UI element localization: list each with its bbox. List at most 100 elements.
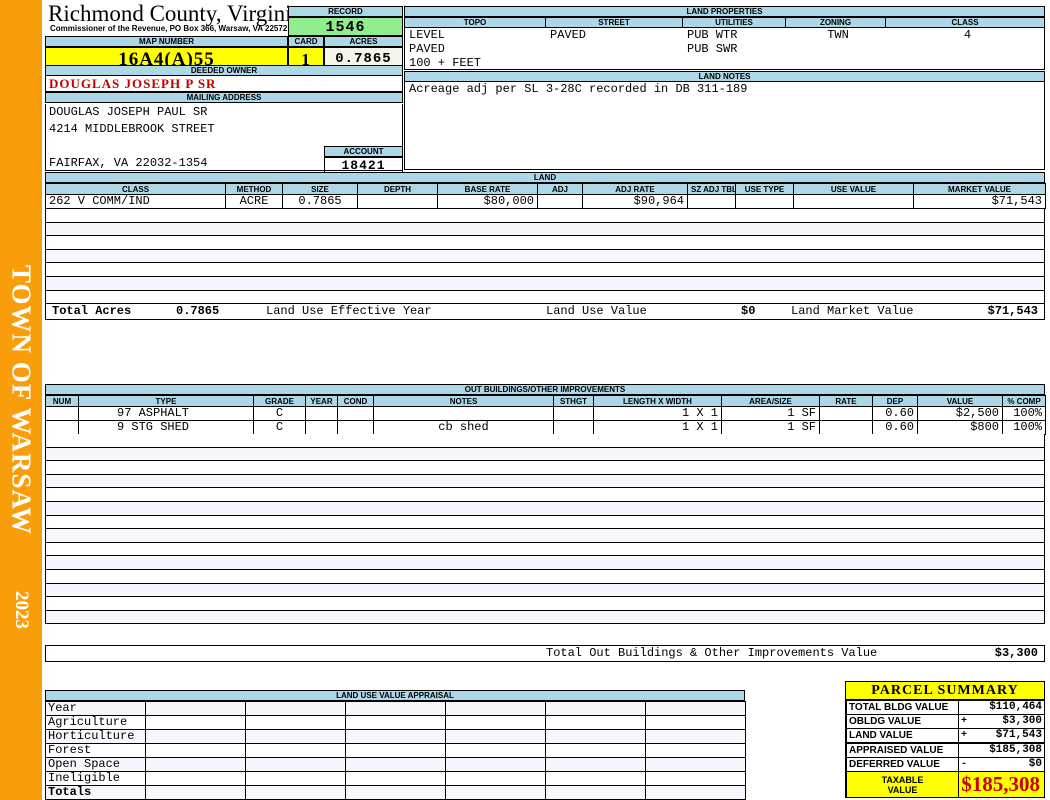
ob-cell-sthgt bbox=[553, 420, 594, 435]
land-table-header-row: CLASS METHOD SIZE DEPTH BASE RATE ADJ AD… bbox=[45, 183, 1046, 195]
lu-cell[interactable] bbox=[645, 701, 746, 716]
outbuildings-section-title: OUT BUILDINGS/OTHER IMPROVEMENTS bbox=[45, 384, 1045, 395]
card-label: CARD bbox=[288, 36, 324, 47]
ob-col-pct-comp: % COMP bbox=[1002, 395, 1046, 407]
lu-cell[interactable] bbox=[145, 757, 246, 772]
ob-cell-area-size: 1 SF bbox=[721, 406, 820, 421]
land-cell-base-rate: $80,000 bbox=[437, 194, 538, 209]
lu-cell[interactable] bbox=[345, 701, 446, 716]
lu-cell[interactable] bbox=[145, 729, 246, 744]
lu-cell[interactable] bbox=[645, 771, 746, 786]
ob-cell-year bbox=[305, 420, 338, 435]
acres-value: 0.7865 bbox=[324, 47, 403, 70]
land-properties-col-class: CLASS bbox=[885, 17, 1045, 28]
lu-cell[interactable] bbox=[545, 701, 646, 716]
lu-cell[interactable] bbox=[145, 701, 246, 716]
parcel-summary-title: PARCEL SUMMARY bbox=[846, 682, 1044, 700]
land-cell-adj bbox=[537, 194, 583, 209]
blank-row bbox=[45, 488, 1045, 502]
lu-cell[interactable] bbox=[145, 715, 246, 730]
lu-cell[interactable] bbox=[545, 715, 646, 730]
lu-cell[interactable] bbox=[645, 785, 746, 800]
ob-cell-grade: C bbox=[253, 406, 306, 421]
land-blank-rows bbox=[45, 209, 1045, 305]
lu-cell[interactable] bbox=[545, 743, 646, 758]
table-row: Ineligible bbox=[45, 771, 746, 786]
summary-row-amount: $0 bbox=[968, 757, 1045, 772]
land-properties-class-value: 4 bbox=[963, 28, 972, 42]
lu-cell[interactable] bbox=[445, 785, 546, 800]
lu-cell[interactable] bbox=[345, 757, 446, 772]
ob-col-cond: COND bbox=[337, 395, 374, 407]
ob-cell-value: $800 bbox=[917, 420, 1003, 435]
lu-cell[interactable] bbox=[545, 785, 646, 800]
blank-row bbox=[45, 236, 1045, 250]
ob-cell-notes: cb shed bbox=[373, 420, 554, 435]
lu-cell[interactable] bbox=[245, 729, 346, 744]
land-col-sz-adj-tbl: SZ ADJ TBL bbox=[687, 183, 736, 195]
ob-cell-rate bbox=[819, 420, 873, 435]
blank-row bbox=[45, 529, 1045, 543]
lu-cell[interactable] bbox=[445, 715, 546, 730]
table-row: 262 V COMM/IND ACRE 0.7865 $80,000 $90,9… bbox=[45, 194, 1046, 209]
lu-cell[interactable] bbox=[645, 715, 746, 730]
lu-cell[interactable] bbox=[645, 729, 746, 744]
lu-cell[interactable] bbox=[145, 785, 246, 800]
lu-cell[interactable] bbox=[445, 701, 546, 716]
land-properties-col-topo: TOPO bbox=[404, 17, 545, 28]
lu-cell[interactable] bbox=[145, 771, 246, 786]
lu-cell[interactable] bbox=[345, 715, 446, 730]
page-subtitle: Commissioner of the Revenue, PO Box 366,… bbox=[50, 24, 288, 33]
land-use-value-appraisal-title: LAND USE VALUE APPRAISAL bbox=[45, 690, 745, 701]
ob-cell-pct-comp: 100% bbox=[1002, 406, 1046, 421]
blank-row bbox=[45, 542, 1045, 557]
lu-cell[interactable] bbox=[445, 771, 546, 786]
lu-cell[interactable] bbox=[445, 729, 546, 744]
land-properties-street-value: PAVED bbox=[550, 28, 587, 42]
lu-cell[interactable] bbox=[645, 757, 746, 772]
lu-cell[interactable] bbox=[545, 771, 646, 786]
outbuildings-total-row: Total Out Buildings & Other Improvements… bbox=[45, 645, 1045, 662]
land-cell-use-value bbox=[793, 194, 914, 209]
lu-cell[interactable] bbox=[245, 715, 346, 730]
taxable-label-line-2: VALUE bbox=[887, 784, 918, 795]
lu-cell[interactable] bbox=[245, 771, 346, 786]
lu-cell[interactable] bbox=[345, 743, 446, 758]
outbuildings-blank-rows bbox=[45, 434, 1045, 625]
blank-row bbox=[45, 447, 1045, 462]
taxable-value-row: TAXABLE VALUE $185,308 bbox=[846, 771, 1045, 798]
ob-cell-dep: 0.60 bbox=[872, 420, 918, 435]
lu-cell[interactable] bbox=[445, 757, 546, 772]
land-cell-method: ACRE bbox=[225, 194, 283, 209]
lu-cell[interactable] bbox=[545, 729, 646, 744]
lu-cell[interactable] bbox=[145, 743, 246, 758]
ob-col-area-size: AREA/SIZE bbox=[721, 395, 820, 407]
lu-cell[interactable] bbox=[345, 729, 446, 744]
land-cell-size: 0.7865 bbox=[282, 194, 358, 209]
lu-row-label: Agriculture bbox=[45, 715, 146, 730]
deeded-owner-value: DOUGLAS JOSEPH P SR bbox=[45, 76, 403, 92]
lu-cell[interactable] bbox=[245, 743, 346, 758]
land-properties-topo-value: LEVEL PAVED 100 + FEET bbox=[409, 28, 482, 70]
lu-cell[interactable] bbox=[245, 785, 346, 800]
lu-cell[interactable] bbox=[545, 757, 646, 772]
land-use-value-value: $0 bbox=[741, 304, 756, 318]
table-row: Agriculture bbox=[45, 715, 746, 730]
lu-cell[interactable] bbox=[245, 701, 346, 716]
lu-cell[interactable] bbox=[345, 785, 446, 800]
lu-cell[interactable] bbox=[245, 757, 346, 772]
deeded-owner-label: DEEDED OWNER bbox=[45, 65, 403, 76]
summary-row-label: TOTAL BLDG VALUE bbox=[846, 700, 959, 715]
total-acres-label: Total Acres bbox=[52, 304, 132, 318]
lu-row-label: Ineligible bbox=[45, 771, 146, 786]
acres-label: ACRES bbox=[324, 36, 403, 47]
table-row: Open Space bbox=[45, 757, 746, 772]
lu-cell[interactable] bbox=[645, 743, 746, 758]
outbuildings-header-row: NUM TYPE GRADE YEAR COND NOTES STHGT LEN… bbox=[45, 395, 1046, 407]
ob-cell-value: $2,500 bbox=[917, 406, 1003, 421]
ob-col-grade: GRADE bbox=[253, 395, 306, 407]
lu-cell[interactable] bbox=[345, 771, 446, 786]
summary-row-label: DEFERRED VALUE bbox=[846, 757, 959, 772]
summary-row-sign: + bbox=[958, 714, 969, 729]
lu-cell[interactable] bbox=[445, 743, 546, 758]
